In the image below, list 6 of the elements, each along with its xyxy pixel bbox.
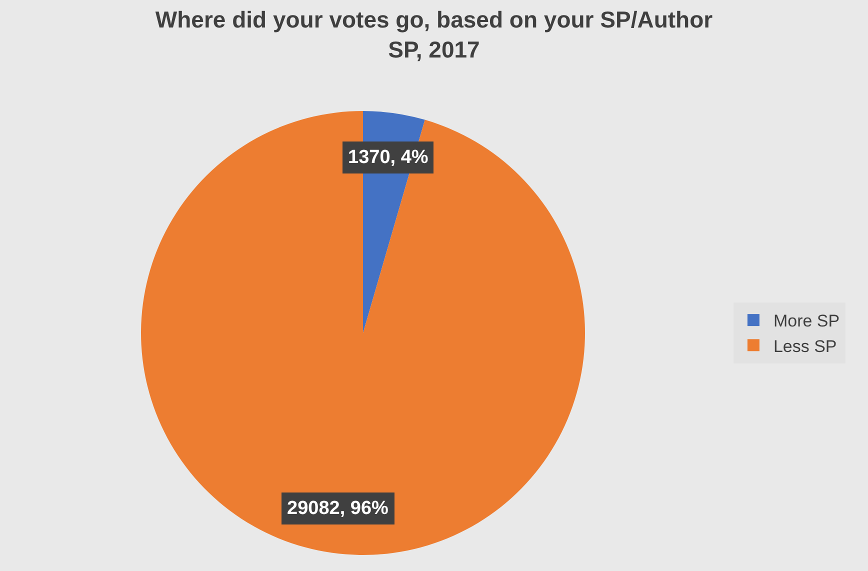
- legend-label: More SP: [773, 312, 840, 331]
- data-label: 29082, 96%: [287, 498, 389, 519]
- chart-title: Where did your votes go, based on your SP/Author SP, 2017: [155, 6, 713, 62]
- legend-label: Less SP: [773, 336, 837, 356]
- pie-slice: [141, 111, 585, 555]
- data-label: 1370, 4%: [348, 147, 428, 168]
